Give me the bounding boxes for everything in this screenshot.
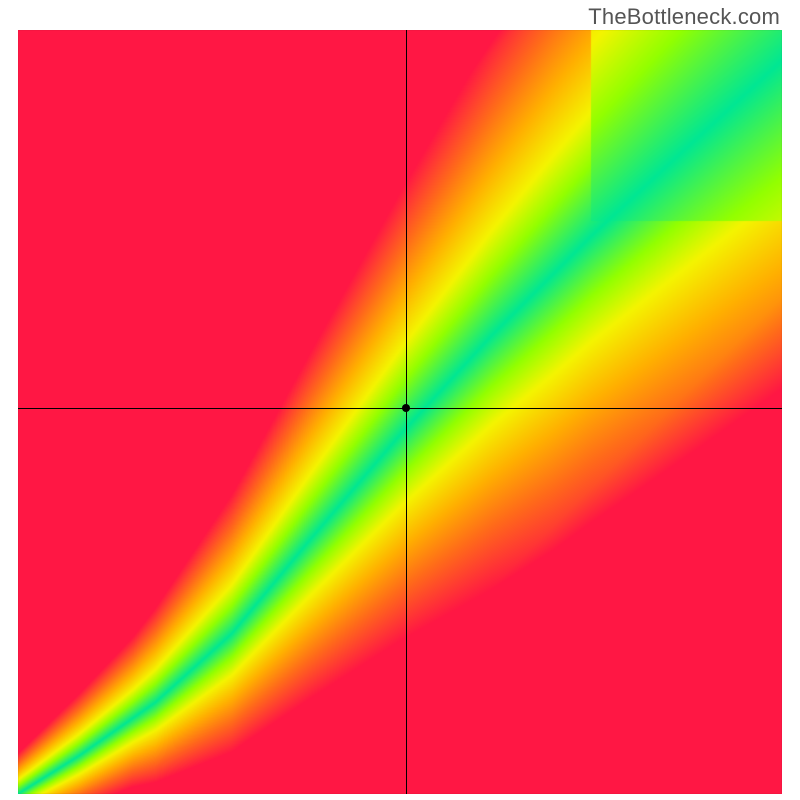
bottleneck-heatmap [18, 30, 782, 794]
heatmap-canvas [18, 30, 782, 794]
selection-marker [402, 404, 410, 412]
watermark-text: TheBottleneck.com [588, 4, 780, 30]
crosshair-horizontal [18, 408, 782, 409]
